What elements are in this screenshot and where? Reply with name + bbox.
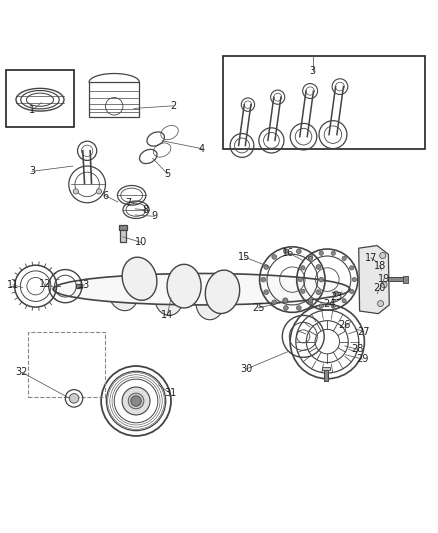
Text: 2: 2 <box>170 101 176 111</box>
Circle shape <box>261 277 266 282</box>
Circle shape <box>283 305 288 310</box>
Circle shape <box>122 387 150 415</box>
Ellipse shape <box>205 270 240 313</box>
Circle shape <box>319 277 324 282</box>
Ellipse shape <box>122 257 157 300</box>
Circle shape <box>298 278 302 282</box>
Text: 15: 15 <box>238 252 251 262</box>
Circle shape <box>331 304 336 308</box>
Bar <box>322 367 330 370</box>
Bar <box>28 332 106 398</box>
Text: 18: 18 <box>374 261 386 271</box>
Circle shape <box>128 393 144 409</box>
Circle shape <box>264 264 268 269</box>
Bar <box>389 277 405 281</box>
Circle shape <box>319 304 323 308</box>
Text: 27: 27 <box>358 327 370 337</box>
Text: 26: 26 <box>339 320 351 330</box>
Text: 28: 28 <box>352 344 364 354</box>
Circle shape <box>297 249 301 254</box>
Circle shape <box>350 265 354 270</box>
Bar <box>324 369 328 381</box>
Circle shape <box>342 256 346 261</box>
Circle shape <box>73 189 78 194</box>
Circle shape <box>380 253 386 259</box>
Text: 5: 5 <box>164 169 171 179</box>
Circle shape <box>131 395 141 406</box>
Ellipse shape <box>53 273 350 305</box>
Circle shape <box>264 290 268 295</box>
Circle shape <box>283 249 288 254</box>
Circle shape <box>308 254 313 259</box>
Text: 13: 13 <box>78 280 91 290</box>
Text: 25: 25 <box>252 303 265 313</box>
Text: 11: 11 <box>7 280 19 290</box>
Text: 32: 32 <box>15 367 28 377</box>
Circle shape <box>69 393 79 403</box>
Text: 9: 9 <box>151 211 157 221</box>
Circle shape <box>316 290 321 295</box>
Text: 17: 17 <box>365 253 377 263</box>
Text: 1: 1 <box>29 105 35 115</box>
Circle shape <box>381 282 387 288</box>
Circle shape <box>342 298 346 303</box>
Circle shape <box>308 300 313 305</box>
Circle shape <box>283 298 288 303</box>
Text: 3: 3 <box>29 166 35 176</box>
Circle shape <box>301 265 305 270</box>
Circle shape <box>333 291 339 296</box>
Bar <box>120 229 126 243</box>
Text: 29: 29 <box>356 354 368 364</box>
Circle shape <box>331 251 336 255</box>
Circle shape <box>301 289 305 294</box>
Text: 6: 6 <box>102 191 109 201</box>
Ellipse shape <box>167 264 201 308</box>
Circle shape <box>272 254 277 259</box>
Text: 31: 31 <box>164 388 176 398</box>
Bar <box>119 225 127 230</box>
Text: 14: 14 <box>161 310 173 319</box>
Bar <box>6 70 74 127</box>
Polygon shape <box>359 246 389 313</box>
Text: 19: 19 <box>378 274 390 284</box>
Text: 24: 24 <box>323 298 335 309</box>
Text: 12: 12 <box>39 279 51 289</box>
Bar <box>223 56 425 149</box>
Circle shape <box>308 298 313 303</box>
Text: 20: 20 <box>374 284 386 293</box>
Text: 4: 4 <box>198 143 205 154</box>
Text: 16: 16 <box>282 247 294 257</box>
Text: 23: 23 <box>330 292 342 302</box>
Text: 8: 8 <box>143 205 149 215</box>
Circle shape <box>316 264 321 269</box>
Circle shape <box>352 278 357 282</box>
Bar <box>403 276 408 282</box>
Text: 30: 30 <box>240 364 252 374</box>
Circle shape <box>272 300 277 305</box>
Circle shape <box>96 189 102 194</box>
Ellipse shape <box>155 280 183 316</box>
Circle shape <box>297 305 301 310</box>
Circle shape <box>378 301 384 306</box>
Ellipse shape <box>196 285 225 320</box>
Text: 7: 7 <box>125 198 131 208</box>
Ellipse shape <box>108 277 138 311</box>
Bar <box>76 284 82 288</box>
Text: 3: 3 <box>310 66 316 76</box>
Circle shape <box>319 251 323 255</box>
Text: 10: 10 <box>135 238 148 247</box>
Circle shape <box>308 256 313 261</box>
Circle shape <box>350 289 354 294</box>
Bar <box>89 82 139 117</box>
